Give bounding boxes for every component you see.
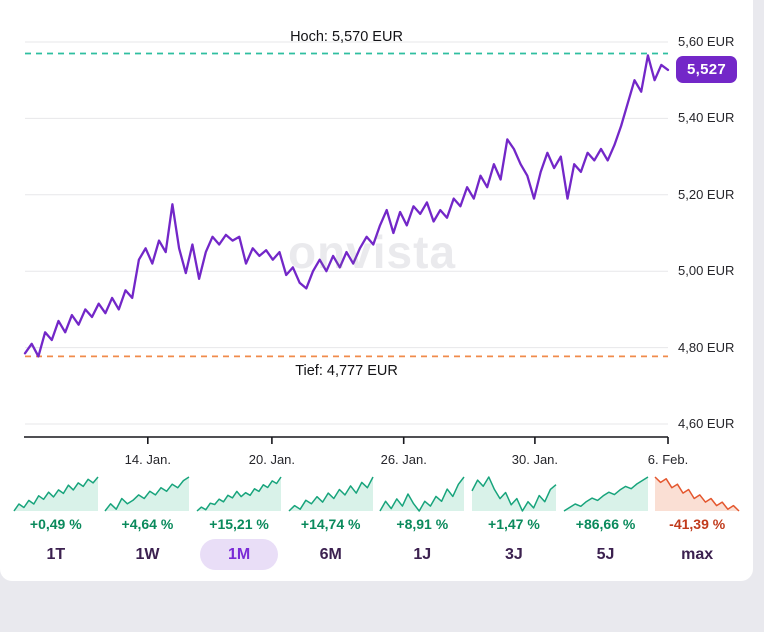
range-percent: +8,91 %: [396, 516, 449, 532]
range-label: 6M: [319, 546, 342, 563]
range-button-6m[interactable]: +14,74 % 6M: [285, 475, 377, 570]
range-button-1m[interactable]: +15,21 % 1M: [193, 475, 285, 571]
range-button-3j[interactable]: +1,47 % 3J: [468, 475, 560, 570]
sparkline-line: [288, 476, 374, 512]
sparkline-1t: [13, 476, 99, 512]
sparkline-max: [654, 476, 740, 512]
range-percent: +15,21 %: [209, 516, 269, 532]
y-axis-label: 5,60 EUR: [678, 34, 735, 49]
sparkline-6m: [288, 476, 374, 512]
range-button-1t[interactable]: +0,49 % 1T: [10, 475, 102, 570]
range-button-5j[interactable]: +86,66 % 5J: [560, 475, 652, 570]
sparkline-line: [471, 476, 557, 512]
sparkline-area: [380, 477, 465, 511]
low-label: Tief: 4,777 EUR: [295, 363, 398, 380]
sparkline-area: [471, 477, 556, 511]
range-label: max: [681, 546, 714, 563]
sparkline-5j: [563, 476, 648, 512]
range-percent: +86,66 %: [575, 516, 636, 532]
y-axis-label: 5,00 EUR: [678, 263, 735, 279]
y-axis-label: 5,40 EUR: [678, 110, 735, 126]
range-label: 5J: [596, 546, 615, 563]
sparkline-line: [563, 476, 648, 512]
range-percent: +0,49 %: [29, 516, 82, 532]
x-axis-label: 26. Jan.: [380, 452, 427, 467]
sparkline-1m: [196, 476, 282, 512]
y-axis-label: 4,80 EUR: [678, 339, 735, 355]
chart-card: onvista Hoch: 5,570 EUR Tief: 4,777 EUR …: [0, 0, 753, 581]
range-button-1j[interactable]: +8,91 % 1J: [377, 475, 469, 570]
price-chart-svg[interactable]: [0, 0, 753, 470]
range-percent: +14,74 %: [300, 516, 361, 532]
sparkline-3j: [471, 476, 557, 512]
sparkline-line: [104, 476, 190, 512]
price-line: [23, 54, 670, 358]
range-button-1w[interactable]: +4,64 % 1W: [102, 475, 194, 570]
range-percent: +4,64 %: [121, 516, 174, 532]
sparkline-1w: [104, 476, 190, 512]
sparkline-line: [379, 476, 465, 512]
sparkline-line: [196, 476, 282, 512]
range-label: 1M: [200, 539, 279, 571]
sparkline-line: [13, 476, 99, 512]
watermark: onvista: [287, 226, 457, 278]
range-label: 1J: [413, 546, 432, 563]
x-axis-label: 20. Jan.: [248, 452, 296, 467]
range-button-max[interactable]: -41,39 % max: [651, 475, 743, 570]
price-chart-area[interactable]: onvista Hoch: 5,570 EUR Tief: 4,777 EUR …: [0, 0, 753, 470]
high-label: Hoch: 5,570 EUR: [290, 29, 403, 46]
sparkline-area: [288, 477, 373, 511]
current-price-badge: 5,527: [676, 55, 738, 83]
range-percent: +1,47 %: [488, 516, 540, 532]
range-label: 1T: [46, 546, 66, 563]
sparkline-line: [654, 476, 740, 512]
x-axis-label: 30. Jan.: [511, 452, 559, 467]
range-label: 3J: [505, 546, 523, 563]
x-axis-label: 6. Feb.: [647, 452, 689, 467]
y-axis-label: 5,20 EUR: [678, 186, 735, 202]
range-percent: -41,39 %: [669, 516, 726, 532]
y-axis-label: 4,60 EUR: [678, 416, 735, 431]
range-selector: +0,49 % 1T +4,64 % 1W +15,21 % 1M +14,74…: [0, 471, 753, 571]
sparkline-1j: [379, 476, 465, 512]
range-label: 1W: [135, 546, 160, 563]
x-axis-label: 14. Jan.: [124, 452, 171, 467]
